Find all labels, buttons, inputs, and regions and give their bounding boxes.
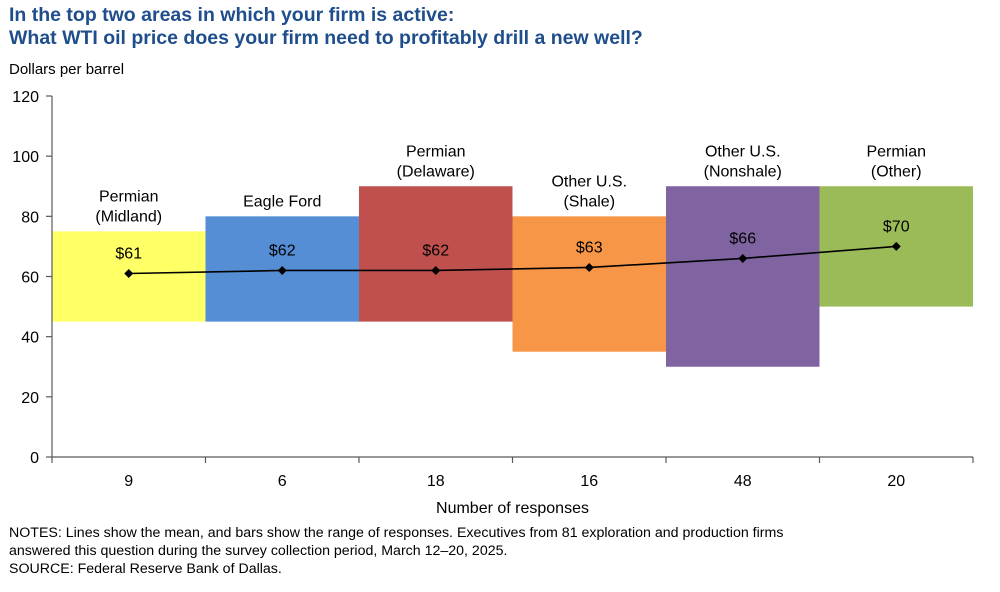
mean-line bbox=[128, 245, 897, 275]
y-tick-label: 100 bbox=[12, 149, 39, 166]
x-tick-label: 16 bbox=[580, 473, 598, 490]
area-label: (Delaware) bbox=[397, 163, 475, 180]
x-axis-title: Number of responses bbox=[436, 500, 589, 517]
area-label: (Nonshale) bbox=[704, 163, 782, 180]
notes-block: NOTES: Lines show the mean, and bars sho… bbox=[9, 524, 994, 578]
x-tick-label: 18 bbox=[427, 473, 445, 490]
mean-data-label: $63 bbox=[576, 239, 603, 256]
range-bar-2 bbox=[359, 186, 513, 322]
labels: $61 $62 $62 $63 $66 $70 Permian (Midland) Eagle … bbox=[95, 143, 926, 262]
y-tick-label: 60 bbox=[21, 270, 39, 287]
x-tick-label: 6 bbox=[278, 473, 287, 490]
y-tick-label: 20 bbox=[21, 390, 39, 407]
x-tick-label: 20 bbox=[887, 473, 905, 490]
chart-title-line-1: In the top two areas in which your firm … bbox=[9, 4, 455, 26]
area-label: (Other) bbox=[871, 163, 922, 180]
mean-line-group bbox=[124, 241, 901, 278]
area-label: Permian bbox=[866, 143, 926, 160]
y-tick-label: 80 bbox=[21, 209, 39, 226]
axes: 0 20 40 60 80 100 120 9 6 18 16 48 20 Number of respo… bbox=[12, 89, 974, 517]
mean-data-label: $62 bbox=[422, 242, 449, 259]
x-tick-label: 9 bbox=[124, 473, 133, 490]
y-tick-label: 0 bbox=[30, 450, 39, 467]
area-label: (Shale) bbox=[563, 193, 615, 210]
notes-line-1: NOTES: Lines show the mean, and bars sho… bbox=[9, 525, 784, 541]
range-bar-4 bbox=[666, 186, 820, 367]
area-label: Other U.S. bbox=[705, 143, 781, 160]
range-bars bbox=[52, 186, 973, 367]
notes-line-2: answered this question during the survey… bbox=[9, 543, 508, 559]
x-tick-label: 48 bbox=[734, 473, 752, 490]
mean-data-label: $70 bbox=[883, 218, 910, 235]
mean-data-label: $62 bbox=[269, 242, 296, 259]
y-axis-unit-label: Dollars per barrel bbox=[9, 61, 125, 78]
mean-marker bbox=[584, 262, 594, 272]
area-label: Eagle Ford bbox=[243, 193, 321, 210]
mean-data-label: $61 bbox=[115, 245, 142, 262]
y-tick-label: 120 bbox=[12, 89, 39, 106]
area-label: Permian bbox=[406, 143, 466, 160]
y-tick-label: 40 bbox=[21, 330, 39, 347]
chart-title: In the top two areas in which your firm … bbox=[9, 4, 643, 50]
chart-title-line-2: What WTI oil price does your firm need t… bbox=[9, 27, 643, 49]
mean-marker bbox=[891, 241, 901, 251]
mean-marker bbox=[124, 268, 134, 278]
source-line: SOURCE: Federal Reserve Bank of Dallas. bbox=[9, 561, 282, 577]
area-label: Permian bbox=[99, 188, 159, 205]
mean-marker bbox=[277, 265, 287, 275]
mean-marker bbox=[738, 253, 748, 263]
area-label: Other U.S. bbox=[551, 173, 627, 190]
area-label: (Midland) bbox=[95, 208, 162, 225]
range-bar-3 bbox=[512, 216, 666, 352]
mean-data-label: $66 bbox=[729, 230, 756, 247]
mean-marker bbox=[431, 265, 441, 275]
